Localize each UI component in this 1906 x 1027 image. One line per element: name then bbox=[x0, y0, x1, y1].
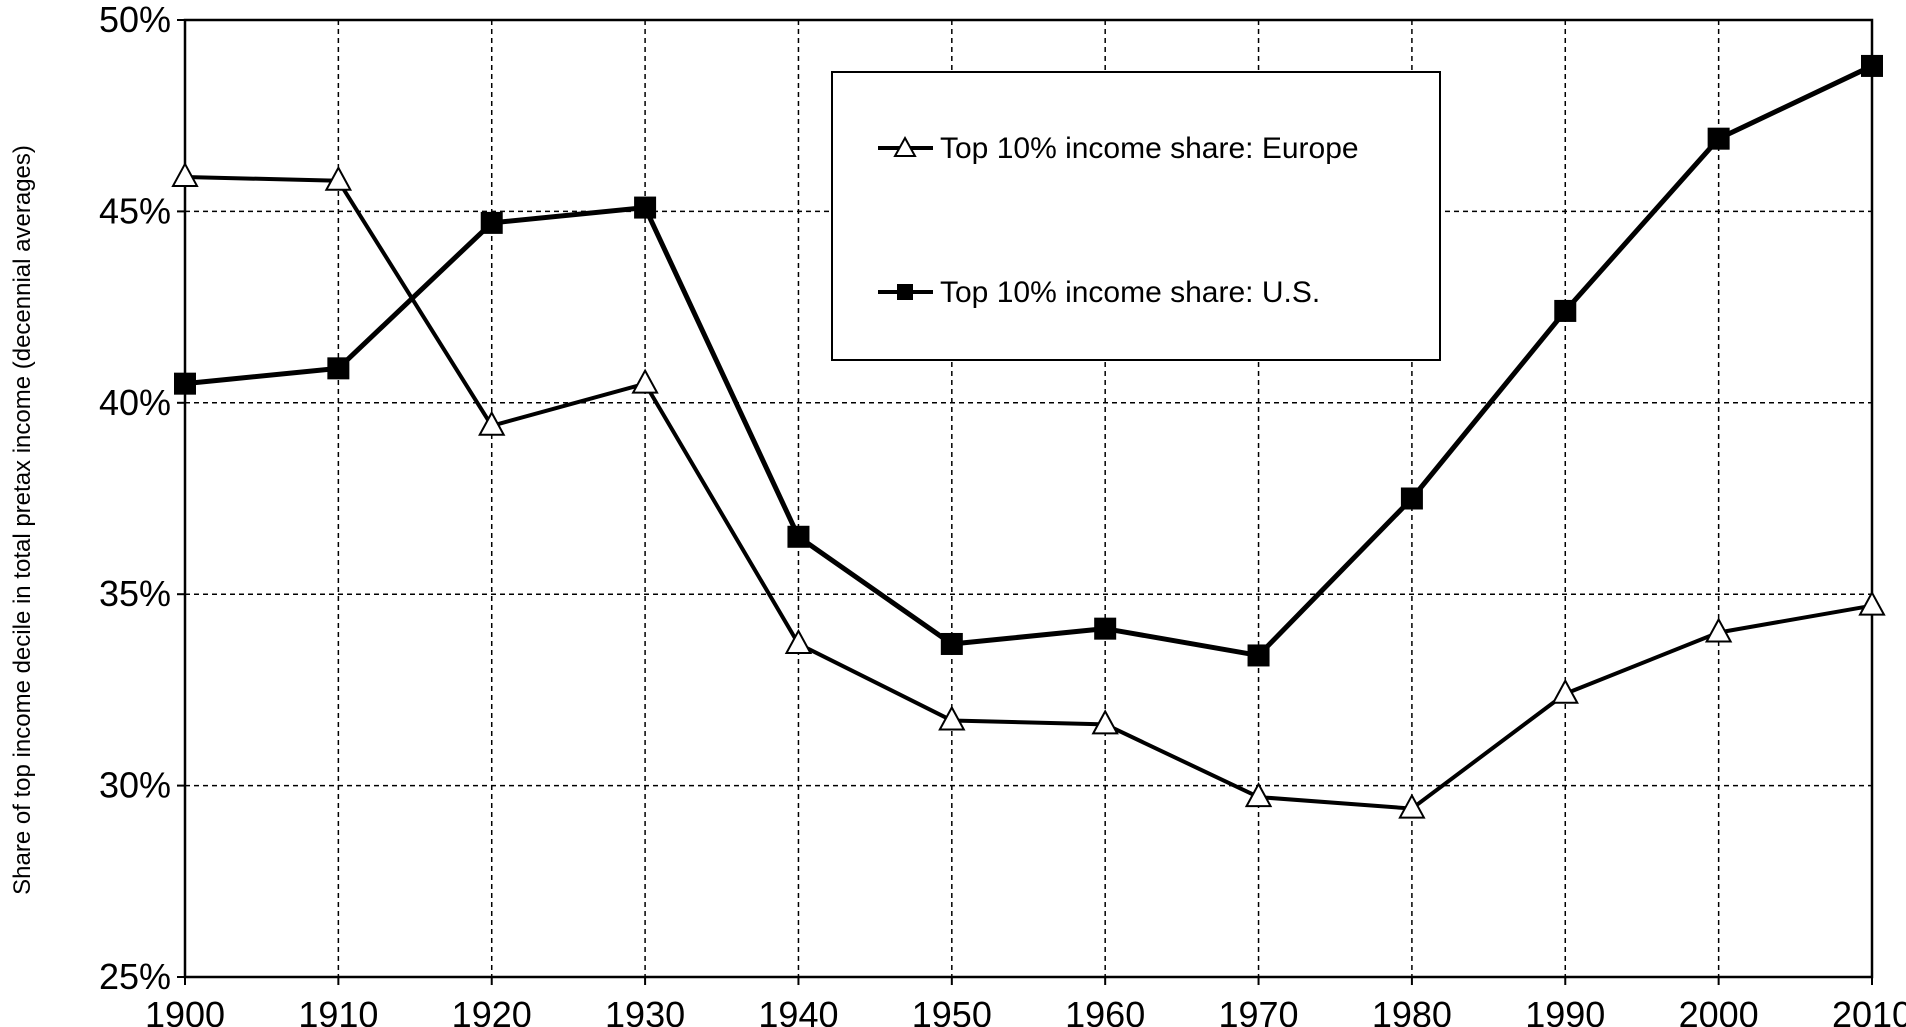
y-tick-label: 50% bbox=[99, 0, 171, 40]
x-tick-label: 1970 bbox=[1218, 994, 1298, 1027]
series bbox=[171, 54, 1886, 819]
data-point-square bbox=[480, 211, 503, 234]
data-point-square bbox=[940, 632, 963, 655]
data-point-triangle bbox=[1244, 781, 1273, 808]
series-us bbox=[174, 54, 1883, 667]
data-point-square bbox=[1861, 54, 1883, 77]
y-tick-label: 30% bbox=[99, 765, 171, 806]
data-point-triangle bbox=[784, 628, 813, 654]
data-point-triangle bbox=[1398, 793, 1426, 819]
series-line bbox=[184, 174, 1873, 811]
y-axis-label: Share of top income decile in total pret… bbox=[9, 145, 36, 895]
x-tick-label: 1900 bbox=[145, 994, 225, 1027]
legend: Top 10% income share: Europe Top 10% inc… bbox=[831, 71, 1441, 361]
legend-marker-us bbox=[897, 284, 913, 300]
legend-marker-europe bbox=[893, 135, 917, 157]
y-tick-label: 45% bbox=[99, 190, 171, 231]
x-tick-label: 1910 bbox=[298, 994, 378, 1027]
x-tick-label: 1940 bbox=[758, 994, 838, 1027]
data-point-square bbox=[1094, 617, 1117, 640]
x-tick-label: 1980 bbox=[1372, 994, 1452, 1027]
data-point-triangle bbox=[171, 161, 199, 187]
legend-entry-europe: Top 10% income share: Europe bbox=[878, 132, 1359, 165]
x-tick-label: 1950 bbox=[912, 994, 992, 1027]
axes: 25% 30% 35% 40% 45% 50% 1900 1910 1920 1930 1940 19… bbox=[99, 0, 1906, 1027]
data-point-triangle bbox=[1858, 590, 1886, 616]
x-tick-label: 1920 bbox=[452, 994, 532, 1027]
data-point-triangle bbox=[1091, 709, 1119, 735]
data-point-square bbox=[787, 525, 810, 548]
x-tick-label: 1960 bbox=[1065, 994, 1145, 1027]
data-point-triangle bbox=[938, 705, 966, 731]
y-tick-label: 35% bbox=[99, 573, 171, 614]
data-point-square bbox=[327, 357, 350, 380]
legend-label-us: Top 10% income share: U.S. bbox=[940, 276, 1320, 309]
legend-box bbox=[831, 71, 1441, 361]
series-line bbox=[184, 63, 1874, 658]
data-point-square bbox=[1554, 299, 1577, 322]
y-tick-label: 40% bbox=[99, 382, 171, 423]
data-point-square bbox=[1707, 127, 1730, 150]
x-tick-label: 2000 bbox=[1679, 994, 1759, 1027]
x-tick-label: 1990 bbox=[1525, 994, 1605, 1027]
x-tick-label: 1930 bbox=[605, 994, 685, 1027]
plot-frame bbox=[183, 18, 1874, 979]
series-europe bbox=[171, 161, 1886, 819]
data-point-square bbox=[634, 196, 657, 219]
data-point-triangle bbox=[1551, 678, 1579, 704]
data-point-triangle bbox=[478, 410, 506, 436]
x-tick-label: 2010 bbox=[1832, 994, 1906, 1027]
legend-label-europe: Top 10% income share: Europe bbox=[940, 132, 1359, 165]
y-tick-label: 25% bbox=[99, 956, 171, 997]
data-point-square bbox=[1400, 487, 1423, 510]
data-point-triangle bbox=[324, 165, 353, 191]
legend-entry-us: Top 10% income share: U.S. bbox=[878, 276, 1320, 309]
data-point-square bbox=[174, 372, 196, 395]
data-point-triangle bbox=[1704, 617, 1733, 643]
data-point-square bbox=[1247, 644, 1270, 667]
data-point-triangle bbox=[631, 368, 659, 394]
